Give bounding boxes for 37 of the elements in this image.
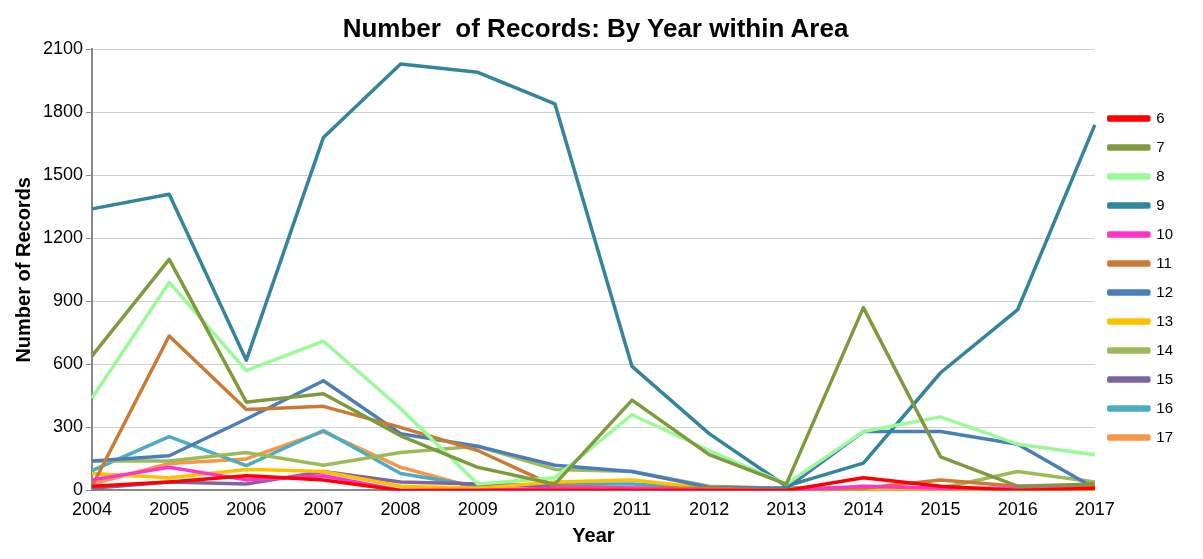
legend-label: 14 [1156, 340, 1173, 358]
y-tick-label: 1200 [43, 227, 84, 248]
x-tick-label: 2011 [612, 499, 652, 520]
x-tick-label: 2006 [226, 499, 267, 520]
x-tick-label: 2005 [149, 499, 190, 520]
legend-label: 17 [1156, 427, 1173, 445]
x-tick-label: 2012 [689, 499, 730, 520]
legend-label: 6 [1156, 108, 1165, 126]
y-tick-label: 1500 [43, 164, 84, 185]
x-tick-label: 2009 [457, 499, 498, 520]
x-tick-label: 2004 [72, 499, 113, 520]
legend-label: 11 [1156, 253, 1172, 271]
x-tick-label: 2016 [997, 499, 1038, 520]
legend-label: 10 [1156, 224, 1173, 242]
y-tick-label: 300 [53, 416, 84, 437]
y-tick-label: 900 [53, 290, 84, 311]
x-tick-label: 2013 [766, 499, 807, 520]
legend-label: 13 [1156, 311, 1173, 329]
y-axis-title: Number of Records [11, 177, 34, 363]
chart-title: Number of Records: By Year within Area [342, 12, 849, 43]
x-tick-label: 2015 [920, 499, 961, 520]
y-tick-label: 0 [73, 479, 84, 500]
legend-label: 16 [1156, 398, 1173, 416]
y-tick-label: 1800 [43, 101, 84, 122]
y-tick-label: 600 [53, 353, 84, 374]
x-tick-label: 2017 [1074, 499, 1115, 520]
y-tick-label: 2100 [43, 38, 84, 59]
x-axis-title: Year [572, 523, 615, 546]
x-tick-label: 2007 [303, 499, 344, 520]
legend-label: 9 [1156, 195, 1165, 213]
legend-label: 8 [1156, 166, 1165, 184]
x-tick-label: 2010 [534, 499, 575, 520]
x-tick-label: 2014 [843, 499, 884, 520]
legend-label: 7 [1156, 137, 1165, 155]
legend-label: 15 [1156, 369, 1173, 387]
x-tick-label: 2008 [380, 499, 421, 520]
legend-label: 12 [1156, 282, 1173, 300]
